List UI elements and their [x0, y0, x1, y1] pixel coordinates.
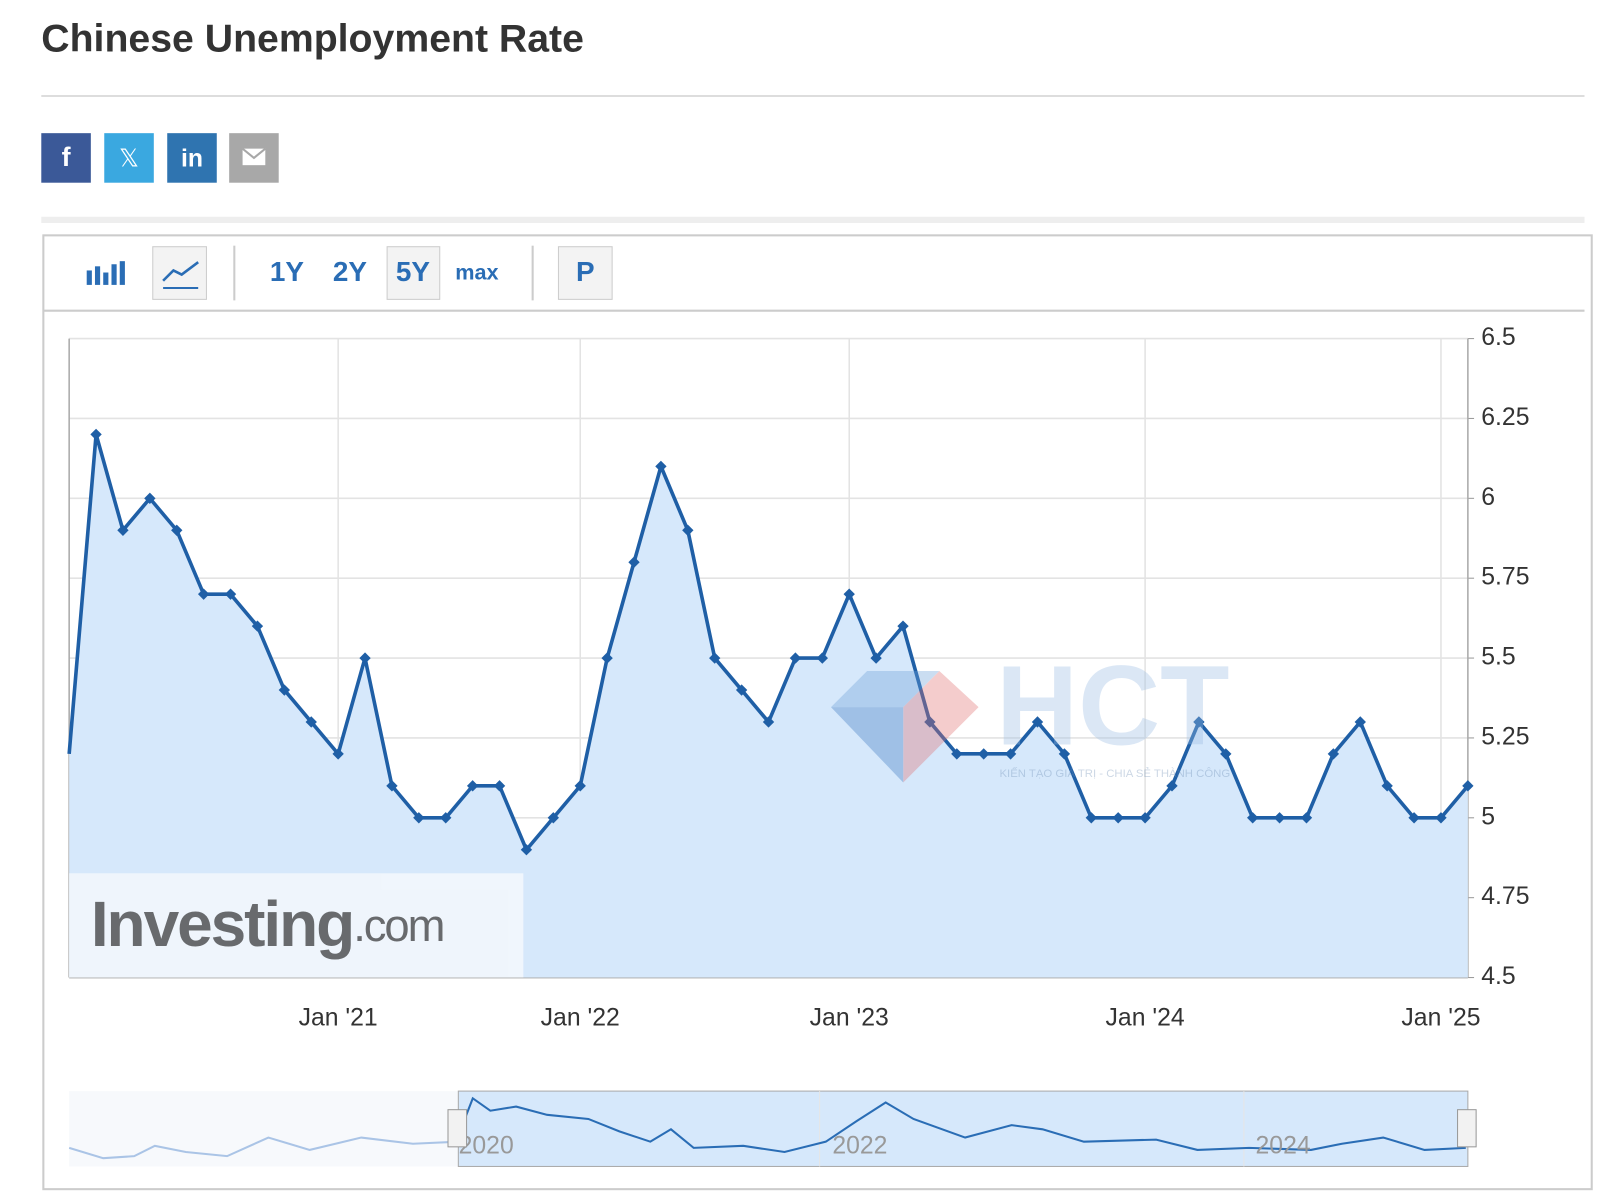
y-tick-label: 6.5	[1481, 324, 1515, 351]
logo-shape	[830, 707, 904, 783]
facebook-button[interactable]	[41, 133, 91, 183]
point	[440, 812, 452, 824]
navigator-label: 2020	[459, 1132, 514, 1159]
print-button[interactable]	[557, 246, 613, 300]
x-tick-label: Jan '22	[541, 1004, 620, 1031]
point	[789, 652, 802, 664]
logo-shape	[830, 670, 940, 708]
page-title: Chinese Unemployment Rate	[41, 17, 584, 61]
x-button[interactable]	[104, 133, 154, 183]
email-icon-flap	[241, 147, 266, 160]
y-tick-label: 6.25	[1481, 404, 1529, 431]
y-tick-label: 4.5	[1481, 963, 1515, 990]
point	[1139, 812, 1151, 824]
navigator-line	[68, 1136, 459, 1160]
range-button[interactable]: max	[455, 259, 498, 284]
point	[1273, 812, 1286, 824]
point	[144, 492, 156, 504]
point	[251, 620, 264, 632]
x-tick-label: Jan '25	[1401, 1004, 1480, 1031]
hct-tagline: KIẾN TẠO GIÁ TRỊ - CHIA SẺ THÀNH CÔNG	[999, 767, 1230, 780]
x-icon: 𝕏	[119, 146, 139, 173]
point	[278, 684, 291, 696]
point	[870, 652, 882, 664]
range-button[interactable]: 5Y	[396, 256, 430, 287]
linkedin-icon: in	[181, 146, 203, 173]
icon-bar	[119, 261, 125, 285]
x-tick-label: Jan '23	[810, 1004, 889, 1031]
x-tick-label: Jan '21	[299, 1004, 378, 1031]
navigator-label: 2024	[1256, 1132, 1311, 1159]
line-icon	[162, 261, 199, 282]
navigator-window	[457, 1090, 1469, 1167]
navigator-handle[interactable]	[1457, 1109, 1477, 1148]
watermark-text: Investing.com	[91, 888, 444, 960]
point	[1408, 812, 1420, 824]
hct-watermark: HCT KIẾN TẠO GIÁ TRỊ - CHIA SẺ THÀNH CÔN…	[830, 642, 1230, 783]
point	[547, 812, 560, 824]
shadow	[41, 216, 1585, 223]
y-tick-label: 6	[1481, 484, 1495, 511]
point	[1085, 812, 1097, 824]
navigator-line	[457, 1096, 1466, 1154]
y-tick-label: 5.5	[1481, 644, 1515, 671]
y-tick-label: 4.75	[1481, 883, 1529, 910]
point	[1435, 812, 1447, 824]
point	[735, 684, 748, 696]
icon-bar	[111, 264, 117, 285]
area	[69, 434, 1468, 978]
range-button[interactable]: 2Y	[333, 256, 367, 287]
x-tick-label: Jan '24	[1106, 1004, 1185, 1031]
watermark-name: Investing	[91, 888, 353, 960]
navigator-label: 2022	[832, 1132, 887, 1159]
point	[1300, 812, 1313, 824]
icon-bar	[103, 272, 109, 285]
y-tick-label: 5.25	[1481, 723, 1529, 750]
point	[1247, 812, 1259, 824]
icon-bar	[94, 266, 101, 285]
hct-text: HCT	[996, 642, 1229, 769]
watermark-bg	[69, 873, 524, 978]
navigator-handle[interactable]	[447, 1109, 468, 1148]
icon-bar	[86, 270, 92, 285]
print-label: P	[576, 256, 595, 287]
selected-range-bg	[386, 246, 441, 300]
point	[1112, 812, 1124, 824]
watermark-suffix: .com	[353, 900, 443, 951]
navigator: 2020 2022 2024	[68, 1090, 1477, 1167]
point	[655, 460, 667, 473]
range-button[interactable]: 1Y	[270, 256, 304, 287]
point	[413, 812, 425, 824]
facebook-icon: f	[62, 142, 71, 172]
linkedin-button[interactable]	[167, 133, 217, 183]
logo-shape	[903, 670, 979, 783]
y-tick-label: 5.75	[1481, 564, 1529, 591]
y-tick-label: 5	[1481, 803, 1495, 830]
bar-chart-button[interactable]	[86, 261, 125, 285]
point	[359, 652, 371, 664]
investing-watermark: Investing.com	[69, 873, 524, 978]
point	[709, 652, 721, 664]
